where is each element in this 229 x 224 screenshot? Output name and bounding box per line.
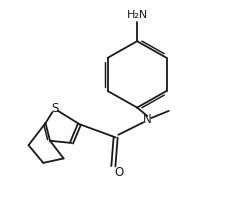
Text: H₂N: H₂N xyxy=(126,10,148,20)
Text: N: N xyxy=(143,113,152,126)
Text: O: O xyxy=(114,166,124,179)
Text: S: S xyxy=(51,102,58,115)
